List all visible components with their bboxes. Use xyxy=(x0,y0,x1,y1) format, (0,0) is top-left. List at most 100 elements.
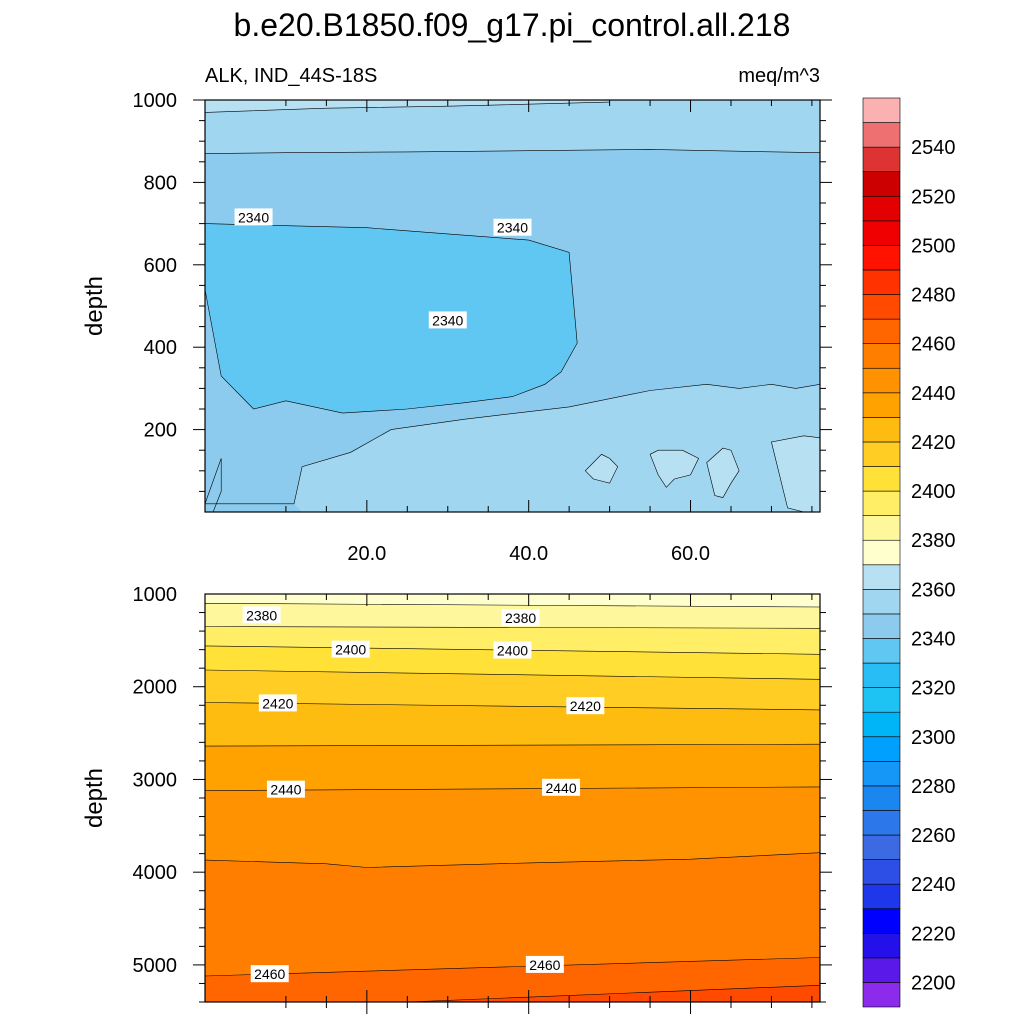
colorbar-box xyxy=(862,245,901,271)
band-2360-island xyxy=(649,449,699,488)
contour-line-2410 xyxy=(205,702,820,711)
colorbar-box xyxy=(862,589,901,615)
contour-line-2420 xyxy=(205,743,820,747)
band-2350-deep xyxy=(205,100,820,154)
band-2360-deep xyxy=(205,100,610,113)
y-tick-label: 200 xyxy=(144,420,177,442)
y-tick-label: 1000 xyxy=(133,584,178,606)
colorbar-label: 2440 xyxy=(911,383,956,405)
colorbar-box xyxy=(862,515,901,541)
colorbar-box xyxy=(862,466,901,492)
y-tick-label: 600 xyxy=(144,255,177,277)
colorbar-label: 2520 xyxy=(911,186,956,208)
colorbar-label: 2220 xyxy=(911,923,956,945)
colorbar-box xyxy=(862,195,901,222)
contour-label: 2400 xyxy=(497,643,528,659)
contour-label: 2420 xyxy=(262,695,293,711)
contour-line-2370 xyxy=(205,602,820,608)
x-tick-label: 20.0 xyxy=(347,543,386,565)
colorbar-box xyxy=(862,97,901,123)
colorbar-box xyxy=(862,785,901,811)
colorbar-box xyxy=(862,294,901,320)
contour-line-2430 xyxy=(205,786,820,791)
band-2455 xyxy=(205,957,820,1002)
colorbar-label: 2500 xyxy=(911,235,956,257)
y-axis-label: depth xyxy=(81,276,108,336)
contour-label: 2340 xyxy=(238,209,269,225)
colorbar-box xyxy=(862,490,901,516)
contour-line-2350 xyxy=(205,383,820,505)
contour-label-box xyxy=(331,640,370,658)
y-tick-label: 1000 xyxy=(133,90,178,112)
colorbar-box xyxy=(862,613,901,639)
colorbar-box xyxy=(862,908,901,934)
colorbar: 2200 2220 2240 2260 2280 2300 2320 2340 2360 2380… xyxy=(862,97,956,1008)
contour-label-box xyxy=(242,606,281,624)
colorbar-label: 2240 xyxy=(911,874,956,896)
contour-label: 2380 xyxy=(246,607,277,623)
contour-label: 2340 xyxy=(432,312,463,328)
colorbar-box xyxy=(862,687,901,713)
colorbar-label: 2540 xyxy=(911,137,956,159)
colorbar-box xyxy=(862,392,901,418)
band-2425 xyxy=(205,744,820,791)
y-tick-label: 800 xyxy=(144,172,177,194)
contour-line-2400 xyxy=(205,669,820,680)
colorbar-box xyxy=(862,318,901,344)
colorbar-label: 2420 xyxy=(911,432,956,454)
figure-title: b.e20.B1850.f09_g17.pi_control.all.218 xyxy=(234,7,791,43)
colorbar-label: 2480 xyxy=(911,285,956,307)
colorbar-box xyxy=(862,883,901,910)
contour-line-2450 xyxy=(205,957,820,977)
subtitle-left: ALK, IND_44S-18S xyxy=(205,65,377,87)
colorbar-box xyxy=(862,711,901,738)
y-axis-label: depth xyxy=(81,768,108,828)
contour-line-2380 xyxy=(205,626,820,629)
colorbar-box xyxy=(862,220,901,246)
colorbar-box xyxy=(862,539,901,566)
plot-area: 2380 2380 2400 2400 2420 2420 2440 2440 2460 2460 xyxy=(205,594,820,1002)
contour-line-2350 xyxy=(205,149,820,154)
colorbar-box xyxy=(862,982,901,1008)
y-tick-label: 400 xyxy=(144,337,177,359)
colorbar-box xyxy=(862,736,901,762)
colorbar-label: 2280 xyxy=(911,776,956,798)
colorbar-box xyxy=(862,932,901,959)
colorbar-box xyxy=(862,810,901,836)
contour-label: 2400 xyxy=(335,642,366,658)
plot-area: 2340 2340 2340 xyxy=(205,100,820,512)
band-2445 xyxy=(205,852,820,976)
upper-panel: 2340 2340 2340 20.0 40.0 60.0 200 400 600 800 1000… xyxy=(81,90,832,565)
colorbar-box xyxy=(862,343,901,369)
colorbar-label: 2360 xyxy=(911,579,956,601)
colorbar-label: 2200 xyxy=(911,972,956,994)
colorbar-label: 2400 xyxy=(911,481,956,503)
colorbar-box xyxy=(862,564,901,590)
contour-label: 2380 xyxy=(505,610,536,626)
lower-panel: 2380 2380 2400 2400 2420 2420 2440 2440 2460 2460… xyxy=(81,584,832,1014)
band-2360-island xyxy=(771,435,820,512)
colorbar-box xyxy=(862,417,901,443)
contour-line xyxy=(205,458,222,512)
contour-label: 2440 xyxy=(270,782,301,798)
colorbar-box xyxy=(862,122,901,148)
colorbar-box xyxy=(862,269,901,295)
colorbar-box xyxy=(862,859,901,885)
y-tick-label: 3000 xyxy=(133,769,178,791)
band-2415 xyxy=(205,702,820,747)
band-2350-top xyxy=(294,384,820,512)
contour-label: 2440 xyxy=(545,780,576,796)
contour-label-box xyxy=(428,311,467,329)
y-tick-label: 5000 xyxy=(133,955,178,977)
contour-label-box xyxy=(525,955,564,973)
contour-label-box xyxy=(493,218,532,236)
band-2435 xyxy=(205,786,820,868)
band-2365 xyxy=(205,594,820,607)
contour-label-box xyxy=(566,697,605,715)
x-tick-label: 60.0 xyxy=(671,543,710,565)
contour-label-box xyxy=(542,778,581,796)
contour-label-box xyxy=(250,965,289,983)
colorbar-box xyxy=(862,171,901,197)
colorbar-box xyxy=(862,146,901,173)
